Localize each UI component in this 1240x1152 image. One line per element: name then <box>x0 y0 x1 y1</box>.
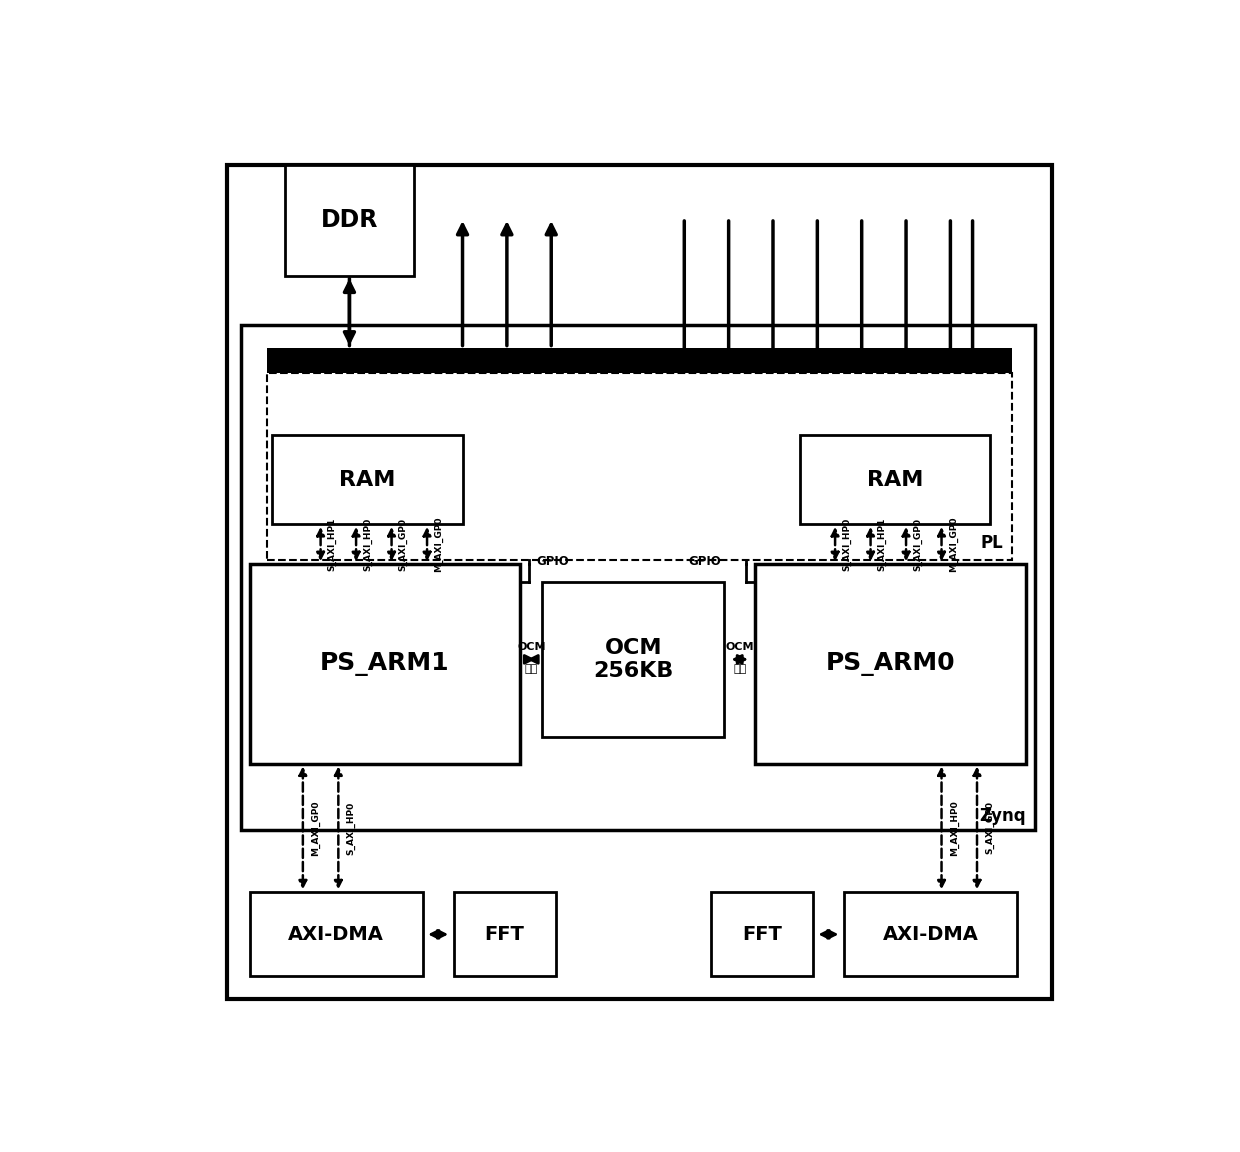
Text: RAM: RAM <box>867 470 923 490</box>
Text: S_AXI_GP0: S_AXI_GP0 <box>913 517 923 570</box>
Text: AXI-DMA: AXI-DMA <box>883 925 978 943</box>
Text: OCM: OCM <box>725 643 754 652</box>
Text: DDR: DDR <box>321 209 378 233</box>
Bar <box>542 582 724 737</box>
Text: S_AXI_HP1: S_AXI_HP1 <box>878 517 887 570</box>
Text: M_AXI_GP0: M_AXI_GP0 <box>311 801 320 856</box>
Text: M_AXI_HP0: M_AXI_HP0 <box>950 799 959 856</box>
Bar <box>285 165 414 275</box>
Text: FFT: FFT <box>485 925 525 943</box>
Text: S_AXI_GP0: S_AXI_GP0 <box>985 802 994 855</box>
Text: PL: PL <box>981 535 1003 553</box>
Text: GPIO: GPIO <box>688 555 722 568</box>
Text: S_AXI_GP0: S_AXI_GP0 <box>399 517 408 570</box>
Text: FFT: FFT <box>742 925 782 943</box>
Text: OCM
256KB: OCM 256KB <box>593 638 673 681</box>
Bar <box>844 893 1017 977</box>
Bar <box>711 893 813 977</box>
Text: S_AXI_HP0: S_AXI_HP0 <box>842 517 852 570</box>
Text: 互联: 互联 <box>525 664 538 674</box>
Text: S_AXI_HP0: S_AXI_HP0 <box>363 517 372 570</box>
Text: S_AXI_HP1: S_AXI_HP1 <box>327 517 337 570</box>
Text: Zynq: Zynq <box>980 806 1025 825</box>
Text: OCM: OCM <box>517 643 546 652</box>
Bar <box>249 564 521 764</box>
Text: S_AXI_HP0: S_AXI_HP0 <box>346 802 356 855</box>
Text: PS_ARM1: PS_ARM1 <box>320 652 450 676</box>
Bar <box>454 893 556 977</box>
Bar <box>268 373 1013 560</box>
Bar <box>272 435 463 524</box>
Text: RAM: RAM <box>339 470 396 490</box>
Text: M_AXI_GP0: M_AXI_GP0 <box>434 516 443 571</box>
Bar <box>241 325 1034 831</box>
Text: AXI-DMA: AXI-DMA <box>288 925 384 943</box>
Text: PS_ARM0: PS_ARM0 <box>826 652 955 676</box>
Bar <box>800 435 991 524</box>
Bar <box>755 564 1025 764</box>
Text: 互联: 互联 <box>733 664 746 674</box>
Bar <box>249 893 423 977</box>
Text: M_AXI_GP0: M_AXI_GP0 <box>949 516 957 571</box>
Bar <box>268 348 1013 373</box>
Text: GPIO: GPIO <box>536 555 569 568</box>
